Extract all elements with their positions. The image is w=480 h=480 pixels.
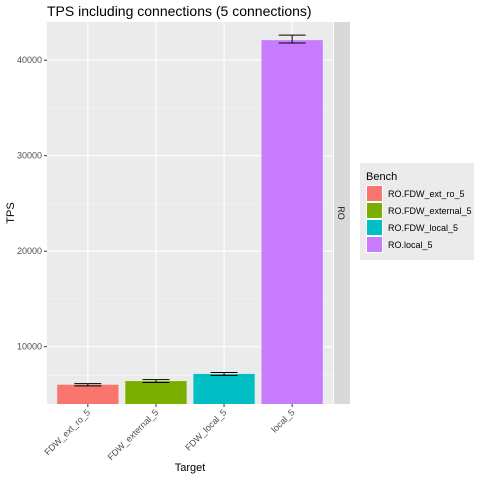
legend-key-swatch (367, 186, 382, 201)
bar-local_5 (261, 40, 323, 405)
y-axis-title: TPS (5, 202, 17, 223)
y-tick-label: 40000 (17, 55, 42, 65)
x-tick-label: FDW_external_5 (106, 407, 161, 462)
x-axis: FDW_ext_ro_5 FDW_external_5 FDW_local_5 loc… (42, 404, 297, 462)
legend-title: Bench (366, 171, 397, 183)
legend-label: RO.local_5 (388, 240, 433, 250)
grid-lines (47, 22, 333, 404)
bar-FDW_ext_ro_5 (57, 384, 119, 404)
y-axis: 10000 20000 30000 40000 (17, 55, 47, 352)
chart-title: TPS including connections (5 connections… (47, 3, 312, 19)
legend-item: RO.FDW_ext_ro_5 (366, 185, 465, 202)
x-axis-title: Target (175, 462, 206, 474)
legend-key-swatch (367, 220, 382, 235)
legend-key-swatch (367, 203, 382, 218)
bar-FDW_external_5 (125, 381, 187, 404)
legend-label: RO.FDW_external_5 (388, 206, 472, 216)
legend-item: RO.FDW_external_5 (366, 202, 472, 219)
error-bar-FDW_ext_ro_5 (74, 383, 102, 387)
x-tick-label: local_5 (269, 407, 296, 434)
legend-item: RO.local_5 (366, 236, 433, 253)
bars (57, 40, 323, 405)
bar-FDW_local_5 (193, 373, 255, 404)
facet-strip-label: RO (336, 206, 346, 220)
y-tick-label: 10000 (17, 342, 42, 352)
y-tick-label: 30000 (17, 151, 42, 161)
error-bar-local_5 (278, 34, 306, 44)
y-tick-label: 20000 (17, 246, 42, 256)
error-bars (74, 34, 306, 387)
x-tick-label: FDW_local_5 (183, 407, 228, 452)
legend-label: RO.FDW_local_5 (388, 223, 458, 233)
facet-strip (334, 22, 350, 404)
legend-key-swatch (367, 237, 382, 252)
legend-item: RO.FDW_local_5 (366, 219, 458, 236)
error-bar-FDW_external_5 (142, 379, 170, 384)
legend: Bench RO.FDW_ext_ro_5RO.FDW_external_5RO… (360, 163, 474, 260)
x-tick-label: FDW_ext_ro_5 (42, 407, 92, 457)
legend-items: RO.FDW_ext_ro_5 RO.FDW_external_5 RO.FDW_l… (366, 185, 472, 253)
error-bar-FDW_local_5 (210, 371, 238, 377)
legend-label: RO.FDW_ext_ro_5 (388, 189, 465, 199)
